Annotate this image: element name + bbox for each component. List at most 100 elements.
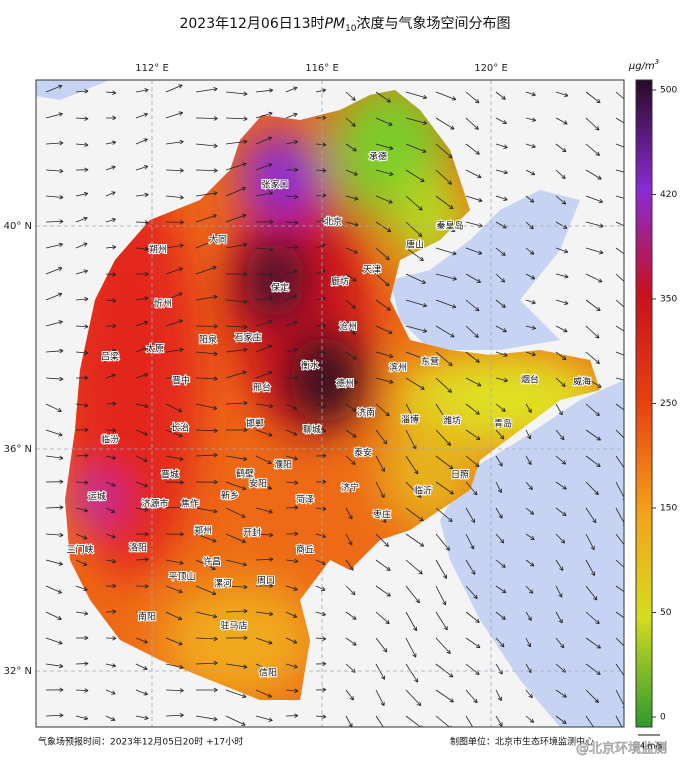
wind-arrow <box>136 222 148 223</box>
city-label: 天津 <box>363 265 381 276</box>
lat-label: 32° N <box>4 666 32 677</box>
wind-arrow <box>76 663 88 664</box>
city-label: 鹤壁 <box>236 468 254 480</box>
title-rest: 浓度与气象场空间分布图 <box>357 16 511 32</box>
city-label: 石家庄 <box>234 332 261 344</box>
colorbar-tick-label: 350 <box>660 295 677 305</box>
wind-arrow-head <box>630 595 634 599</box>
city-label: 菏泽 <box>296 495 314 506</box>
wind-arrow <box>76 455 88 456</box>
city-label: 潍坊 <box>443 415 461 427</box>
title-date: 2023年12月06日13时 <box>179 16 324 32</box>
city-label: 忻州 <box>154 298 172 310</box>
map-area <box>36 80 637 735</box>
city-label: 洛阳 <box>129 542 147 554</box>
city-label: 淄博 <box>401 414 419 426</box>
colorbar-tick-label: 150 <box>660 504 677 514</box>
city-label: 周口 <box>257 576 275 587</box>
city-label: 烟台 <box>521 374 539 386</box>
city-label: 濮阳 <box>274 459 292 471</box>
city-label: 临沂 <box>414 485 432 497</box>
city-label: 漯河 <box>214 578 232 590</box>
city-label: 太原 <box>146 343 164 355</box>
city-label: 朔州 <box>149 244 167 256</box>
city-label: 临汾 <box>101 434 119 446</box>
city-label: 青岛 <box>494 418 512 430</box>
city-label: 保定 <box>271 282 289 294</box>
lat-label: 40° N <box>4 221 32 232</box>
city-label: 长治 <box>171 422 189 434</box>
wind-arrow-head <box>625 547 629 551</box>
wind-arrow-head <box>630 126 634 129</box>
forecast-time: 气象场预报时间：2023年12月05日20时 +17小时 <box>38 736 243 748</box>
title: 2023年12月06日13时PM10浓度与气象场空间分布图 <box>179 16 510 34</box>
city-label: 张家口 <box>261 179 288 191</box>
city-label: 济宁 <box>341 482 359 494</box>
colorbar-tick-label: 420 <box>660 190 677 200</box>
title-pm: PM <box>325 16 346 32</box>
city-label: 驻马店 <box>220 620 247 632</box>
city-label: 新乡 <box>221 490 239 502</box>
city-label: 邯郸 <box>246 418 264 430</box>
city-label: 南阳 <box>138 611 156 623</box>
wind-arrow <box>196 118 218 119</box>
city-label: 平顶山 <box>168 572 195 583</box>
wind-arrow-head <box>625 678 629 682</box>
city-label: 焦作 <box>181 498 199 510</box>
city-label: 运城 <box>88 492 106 503</box>
lat-label: 36° N <box>4 444 32 455</box>
wind-arrow-head <box>628 310 632 314</box>
city-label: 信阳 <box>259 667 277 679</box>
city-label: 郑州 <box>194 525 212 537</box>
city-label: 邢台 <box>253 382 271 394</box>
city-label: 吕梁 <box>101 351 119 363</box>
colorbar-tick-label: 500 <box>660 86 677 96</box>
city-label: 秦皇岛 <box>436 220 463 232</box>
wind-arrow-head <box>625 470 629 474</box>
city-label: 东营 <box>421 356 439 368</box>
wind-arrow-head <box>629 257 633 261</box>
city-label: 德州 <box>336 378 354 390</box>
city-label: 廊坊 <box>331 276 349 288</box>
city-label: 滨州 <box>389 362 407 374</box>
city-label: 商丘 <box>296 544 314 556</box>
city-label: 承德 <box>369 151 387 163</box>
city-label: 开封 <box>243 527 261 539</box>
city-label: 许昌 <box>203 556 221 568</box>
city-label: 威海 <box>573 376 591 388</box>
lon-label: 120° E <box>474 63 508 74</box>
wind-arrow-head <box>630 621 634 625</box>
city-label: 阳泉 <box>199 334 217 346</box>
city-label: 沧州 <box>339 321 357 333</box>
colorbar-tick-label: 0 <box>660 713 666 723</box>
title-sub: 10 <box>345 24 357 34</box>
city-label: 衡水 <box>301 360 319 372</box>
city-label: 三门峡 <box>66 544 93 556</box>
city-label: 安阳 <box>249 478 267 490</box>
wind-arrow-head <box>632 357 636 361</box>
colorbar-tick-label: 250 <box>660 399 677 409</box>
wind-arrow-head <box>628 571 632 575</box>
maker: 制图单位：北京市生态环境监测中心 <box>450 736 594 748</box>
city-label: 枣庄 <box>373 509 391 521</box>
city-label: 大同 <box>209 234 227 246</box>
unit-sup: 3 <box>655 58 659 66</box>
city-label: 聊城 <box>303 424 321 436</box>
city-label: 唐山 <box>406 239 424 251</box>
lon-label: 116° E <box>305 63 339 74</box>
colorbar-tick-label: 50 <box>660 608 672 618</box>
wind-arrow-head <box>623 731 626 735</box>
wind-arrow-head <box>632 228 636 231</box>
city-label: 北京 <box>324 216 342 228</box>
wind-arrow-head <box>628 285 632 289</box>
city-label: 日照 <box>451 470 469 481</box>
lon-label: 112° E <box>135 63 169 74</box>
wind-arrow-head <box>629 413 633 417</box>
colorbar <box>636 80 652 727</box>
city-label: 晋城 <box>161 470 179 481</box>
wind-scale: 4 m/s <box>640 742 662 751</box>
wind-arrow-head <box>628 649 632 653</box>
wind-arrow-head <box>628 441 632 445</box>
city-label: 济南 <box>357 407 375 419</box>
